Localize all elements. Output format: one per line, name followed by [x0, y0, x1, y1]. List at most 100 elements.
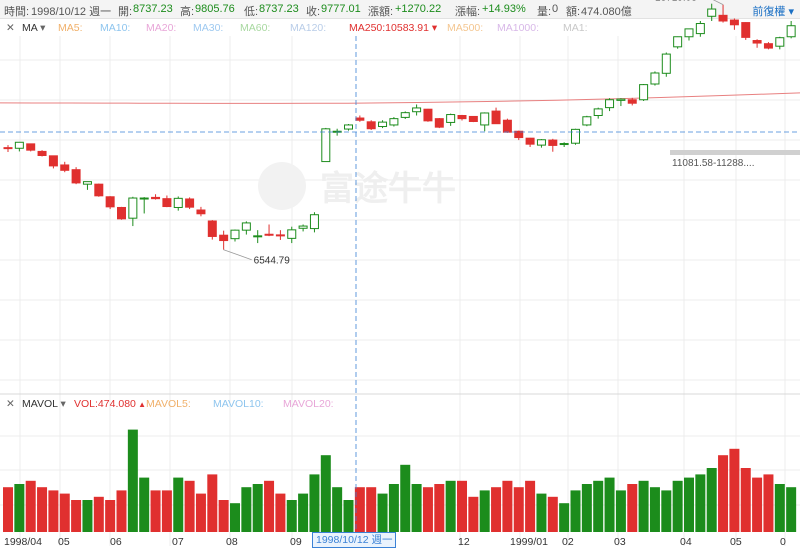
adjust-dropdown[interactable]: 前復權 ▾ — [752, 3, 794, 18]
ma250-line — [0, 92, 800, 104]
time-value: 1998/10/12 週一 — [31, 6, 112, 18]
candle-body — [48, 155, 58, 167]
volume-bar — [672, 480, 683, 532]
candle — [548, 138, 558, 152]
volume-bar — [786, 487, 797, 532]
chevron-down-icon: ▾ — [428, 22, 438, 34]
volume-bar — [411, 484, 422, 532]
volume-bar — [502, 480, 513, 532]
candle — [559, 142, 569, 147]
candle — [400, 111, 410, 119]
volume-bar — [638, 480, 649, 532]
triangle-up-icon: ▲ — [135, 400, 147, 409]
volume-bar — [457, 480, 467, 532]
volume-bar — [195, 493, 206, 532]
candle — [219, 230, 229, 250]
pct-label: 漲幅: — [455, 6, 481, 18]
chevron-down-icon: ▾ — [785, 6, 794, 18]
volume-bar — [581, 484, 592, 532]
candle — [321, 127, 331, 163]
candle-body — [548, 139, 558, 146]
candle-body — [3, 147, 13, 150]
volume-bar — [82, 500, 93, 532]
candle — [37, 150, 47, 157]
close-value: 9777.01 — [321, 3, 361, 15]
candle — [389, 117, 399, 127]
candle — [117, 206, 126, 220]
candle — [593, 107, 603, 119]
volume-bar — [479, 490, 490, 532]
watermark: 富途牛牛 — [258, 162, 456, 210]
volume-bar — [184, 480, 195, 532]
candle — [650, 71, 660, 86]
ma-indicator-selector[interactable]: MA ▾ — [22, 22, 45, 34]
candle — [434, 118, 444, 129]
candle-body — [275, 234, 285, 237]
candle-body — [378, 121, 388, 128]
volume-bar — [752, 477, 763, 532]
volume-bar — [71, 500, 82, 532]
volume-bar — [525, 480, 536, 532]
candle — [763, 42, 773, 50]
mavol-indicator-selector[interactable]: MAVOL ▾ — [22, 398, 66, 410]
volume-bar — [93, 496, 104, 532]
close-icon[interactable]: ✕ — [6, 22, 15, 34]
x-tick-label: 05 — [730, 536, 742, 548]
candle-body — [151, 196, 161, 200]
candle-body — [241, 222, 251, 231]
candle — [457, 114, 467, 121]
candle — [230, 229, 240, 242]
candle — [60, 161, 70, 173]
amt-value: 474.080億 — [581, 6, 632, 18]
volume-bar — [491, 487, 502, 532]
volume-bar — [37, 487, 48, 532]
candle — [139, 197, 149, 214]
crosshair-date-text: 1998/10/12 週一 — [316, 534, 393, 546]
volume-bar — [25, 480, 36, 532]
candle-body — [627, 99, 637, 104]
ma30-label: MA30: — [193, 22, 224, 34]
candle-body — [480, 112, 490, 126]
range-marker — [670, 150, 800, 155]
candle — [707, 3, 717, 21]
volume-bar — [774, 484, 785, 532]
mavol5-label: MAVOL5: — [146, 398, 191, 410]
candle-body — [26, 143, 36, 151]
candle — [173, 196, 183, 211]
candles — [3, 3, 796, 250]
candle — [82, 181, 92, 190]
ma120-label: MA120: — [290, 22, 327, 34]
candle-body — [650, 72, 660, 85]
high-pointer — [712, 0, 724, 6]
volume-bar — [377, 493, 388, 532]
candle-body — [695, 23, 705, 35]
qty-value: 0 — [552, 3, 559, 15]
high-value: 9805.76 — [195, 3, 235, 15]
ma5-label: MA5: — [58, 22, 83, 34]
candle-body — [571, 128, 580, 144]
candle — [468, 115, 478, 123]
candle-body — [605, 99, 615, 109]
candle-body — [412, 107, 422, 113]
candle-body — [559, 143, 569, 146]
candle — [366, 120, 376, 130]
change-label: 漲額: — [368, 6, 394, 18]
candle-body — [298, 225, 308, 229]
candle-body — [457, 115, 467, 120]
vol-text: VOL:474.080 — [74, 398, 136, 410]
volume-bar — [48, 490, 59, 532]
candle-body — [264, 233, 274, 236]
candle — [264, 224, 274, 237]
volume-bar — [116, 490, 127, 532]
low-label: 低: — [244, 6, 259, 18]
candle-body — [434, 118, 444, 128]
range-label: 11081.58-11288.... — [672, 158, 754, 169]
candle-body — [94, 183, 104, 197]
low-value: 8737.23 — [259, 3, 299, 15]
close-icon[interactable]: ✕ — [6, 398, 15, 410]
candle-body — [775, 37, 785, 47]
candle — [786, 21, 796, 39]
x-tick-label: 04 — [680, 536, 692, 548]
chart-grid — [0, 36, 800, 546]
